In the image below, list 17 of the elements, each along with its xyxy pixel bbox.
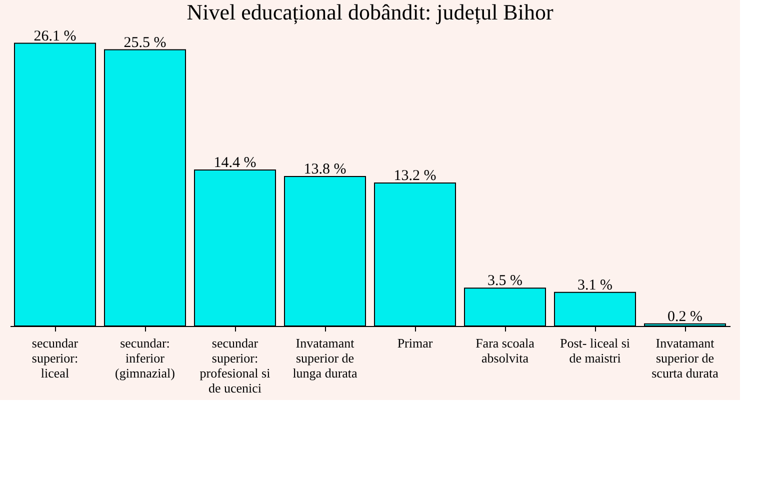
x-tick-label: Invatamant superior de scurta durata (652, 336, 719, 380)
data-label: 25.5 % (124, 34, 166, 51)
x-tick-label: Fara scoala absolvita (476, 336, 535, 366)
x-tick-label: secundar superior: profesional si de ucenici (200, 336, 271, 396)
x-tick-label: secundar superior: liceal (32, 336, 79, 380)
data-label: 13.8 % (304, 162, 346, 178)
data-label: 3.5 % (488, 273, 522, 290)
x-tick-label: Primar (397, 336, 434, 350)
data-label: 14.4 % (214, 155, 256, 172)
data-label: 26.1 % (34, 28, 76, 44)
x-tick-label: Post- liceal si de maistri (560, 336, 630, 366)
data-label: 3.1 % (578, 277, 612, 294)
data-label: 13.2 % (394, 168, 436, 184)
x-tick-label: Invatamant superior de lunga durata (292, 336, 358, 380)
chart-title: Nivel educațional dobândit: județul Bihor (186, 0, 554, 24)
x-tick-label: secundar: inferior (gimnazial) (115, 336, 175, 380)
data-label: 0.2 % (668, 308, 702, 325)
